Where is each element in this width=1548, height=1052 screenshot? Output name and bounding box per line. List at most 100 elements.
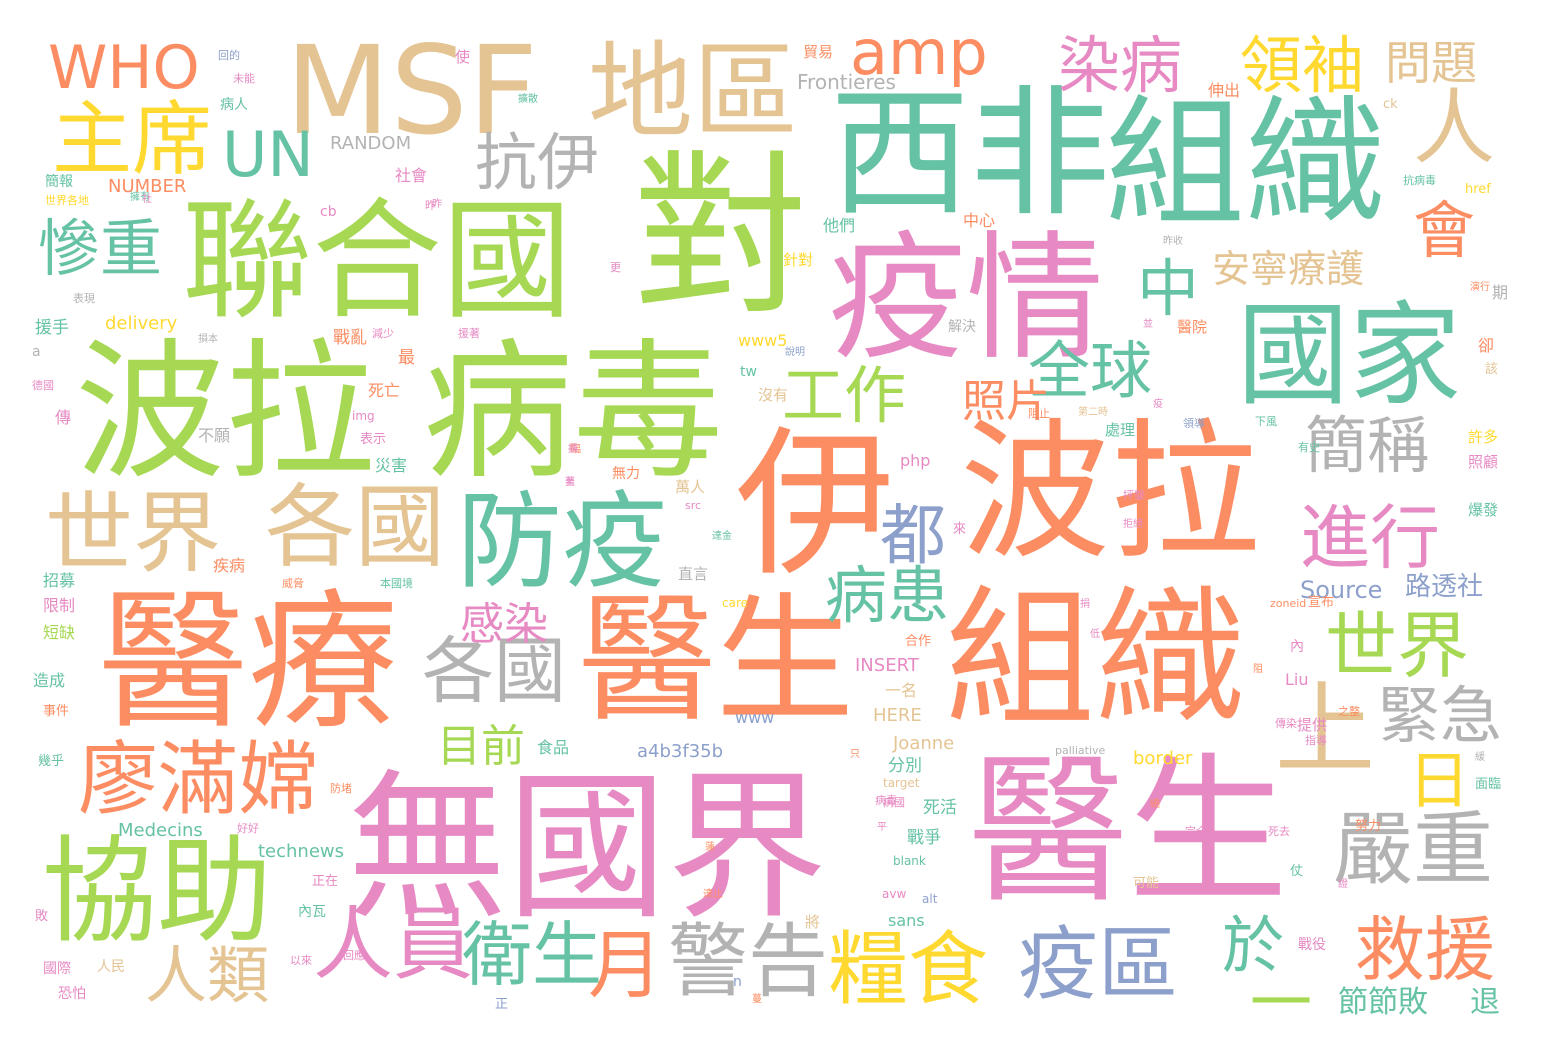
word-zhi-zheng: 之整 bbox=[1338, 705, 1360, 718]
word-hui-de: 回的 bbox=[218, 49, 240, 62]
word-ji-hu: 幾乎 bbox=[38, 754, 65, 769]
word-jie-jue: 解決 bbox=[948, 319, 976, 335]
word-bu-yuan: 不願 bbox=[198, 426, 231, 445]
word-xia-feng: 下風 bbox=[1255, 415, 1277, 428]
word-xie-zhu: 協助 bbox=[42, 825, 273, 959]
word-jie-jie-bai: 節節敗 bbox=[1338, 985, 1428, 1020]
word-zhu-xi: 主席 bbox=[52, 93, 212, 186]
word-medecins: Medecins bbox=[118, 820, 203, 841]
word-sun-ben: 損本 bbox=[198, 334, 218, 345]
word-www5: www5 bbox=[738, 331, 788, 350]
word-yuan-shou: 援手 bbox=[35, 318, 69, 338]
word-fang-yi: 防疫 bbox=[457, 481, 668, 603]
word-wu-guo-jie: 無國界 bbox=[347, 754, 828, 941]
word-bing-guo: 病國 bbox=[883, 796, 905, 809]
word-kang-bing-du: 抗病毒 bbox=[1403, 174, 1436, 187]
word-avw: avw bbox=[882, 887, 907, 901]
word-random: RANDOM bbox=[330, 133, 412, 154]
word-border: border bbox=[1133, 748, 1193, 769]
word-bo-la-green: 波拉 bbox=[75, 326, 376, 500]
word-msf: MSF bbox=[285, 20, 538, 162]
word-ping: 平 bbox=[877, 822, 887, 833]
word-quan-qiu: 全球 bbox=[1028, 334, 1153, 407]
word-jian-shao: 減少 bbox=[372, 327, 394, 340]
word-zheng-2: 證 bbox=[1338, 879, 1348, 890]
word-jin-ji: 緊急 bbox=[1378, 679, 1503, 752]
word-bing-du-small: 病毒 bbox=[875, 794, 897, 807]
word-amp: amp bbox=[850, 16, 988, 89]
word-yong-you: 擁有 bbox=[130, 192, 150, 203]
word-yi-qu: 疫區 bbox=[1018, 918, 1178, 1011]
word-xian-zhi: 限制 bbox=[43, 596, 76, 615]
word-xu-duo: 許多 bbox=[1468, 428, 1499, 446]
word-zhi-yan: 直言 bbox=[678, 565, 709, 583]
word-zu-zhi-teal: 組織 bbox=[1105, 83, 1386, 246]
word-yi-qing: 疫情 bbox=[828, 218, 1105, 379]
word-yi-ming: 一名 bbox=[885, 681, 918, 700]
word-ck: ck bbox=[1383, 97, 1398, 112]
word-wei-xie: 威脅 bbox=[282, 577, 304, 590]
word-yi-yuan: 醫院 bbox=[1177, 318, 1208, 336]
word-wu-li: 無力 bbox=[612, 466, 640, 482]
word-he-zuo: 合作 bbox=[905, 634, 932, 649]
word-yan-xing: 演行 bbox=[1470, 282, 1490, 293]
word-xi-fei: 西非 bbox=[830, 73, 1111, 236]
word-zuo-shou: 昨收 bbox=[1163, 236, 1183, 247]
word-ren-yuan: 人員 bbox=[313, 898, 473, 991]
word-zao-cheng: 造成 bbox=[33, 671, 66, 690]
word-lu-tou-she: 路透社 bbox=[1405, 572, 1484, 602]
word-ben-guo-jing: 本國境 bbox=[380, 577, 413, 590]
word-gong-zuo: 工作 bbox=[782, 359, 907, 432]
word-wan-ren: 萬人 bbox=[675, 478, 706, 496]
word-fen-bie: 分別 bbox=[888, 756, 922, 776]
word-can-zhong: 慘重 bbox=[38, 212, 163, 285]
word-bing: 並 bbox=[1143, 319, 1153, 330]
word-alt: alt bbox=[922, 892, 938, 906]
word-jian-cheng: 簡稱 bbox=[1305, 409, 1430, 482]
word-n: n bbox=[733, 974, 742, 990]
word-yi: 伊 bbox=[735, 411, 896, 598]
word-juan: 捐 bbox=[1080, 599, 1090, 610]
word-yuan-zhu: 援著 bbox=[458, 327, 480, 340]
word-kong-pa: 恐怕 bbox=[58, 986, 86, 1002]
word-biao-shi: 表示 bbox=[360, 432, 387, 447]
word-geng: 更 bbox=[610, 261, 621, 274]
word-zui: 最 bbox=[398, 348, 415, 368]
word-shi-jian: 事件 bbox=[43, 704, 70, 719]
word-ti-gong: 提供 bbox=[1297, 716, 1328, 734]
word-wen-ti: 問題 bbox=[1385, 36, 1477, 90]
word-biao-xian: 表現 bbox=[73, 292, 95, 305]
word-ke-neng: 可能 bbox=[1133, 876, 1160, 891]
word-ju-jue: 拒絕 bbox=[1123, 519, 1143, 530]
word-nei-wa: 內瓦 bbox=[298, 904, 326, 920]
word-dui: 對 bbox=[633, 136, 808, 339]
word-sans: sans bbox=[888, 911, 925, 930]
word-number: NUMBER bbox=[108, 176, 187, 197]
word-chuan: 傳 bbox=[55, 408, 72, 427]
word-mian-lin: 面臨 bbox=[1475, 777, 1502, 792]
word-cb: cb bbox=[320, 204, 337, 220]
word-target: target bbox=[883, 776, 920, 790]
word-you-shi: 有史 bbox=[1298, 441, 1320, 454]
word-nei: 內 bbox=[1290, 639, 1304, 655]
word-zu-zhi-small: 阻止 bbox=[1028, 407, 1050, 420]
word-jin-xing: 進行 bbox=[1300, 497, 1440, 579]
word-here: HERE bbox=[873, 705, 922, 726]
word-zai-hai: 災害 bbox=[375, 456, 408, 475]
word-tw: tw bbox=[740, 364, 757, 380]
word-chuan-ran: 傳染 bbox=[1275, 717, 1297, 730]
word-shang: 上 bbox=[1275, 671, 1375, 788]
word-yi-liao: 醫療 bbox=[98, 576, 399, 750]
word-she: 社 bbox=[142, 194, 152, 205]
word-href: href bbox=[1465, 182, 1491, 197]
word-mu-qian: 目前 bbox=[437, 721, 525, 772]
word-dou: 都 bbox=[880, 497, 946, 574]
word-hui-ying: 回應 bbox=[343, 949, 365, 962]
word-zuo: 昨 bbox=[425, 199, 436, 212]
word-who: WHO bbox=[48, 33, 200, 103]
word-di: 低 bbox=[1090, 629, 1100, 640]
word-duan-que: 短缺 bbox=[43, 623, 76, 642]
word-php: php bbox=[900, 451, 931, 470]
word-guo-jia: 國家 bbox=[1237, 291, 1461, 421]
